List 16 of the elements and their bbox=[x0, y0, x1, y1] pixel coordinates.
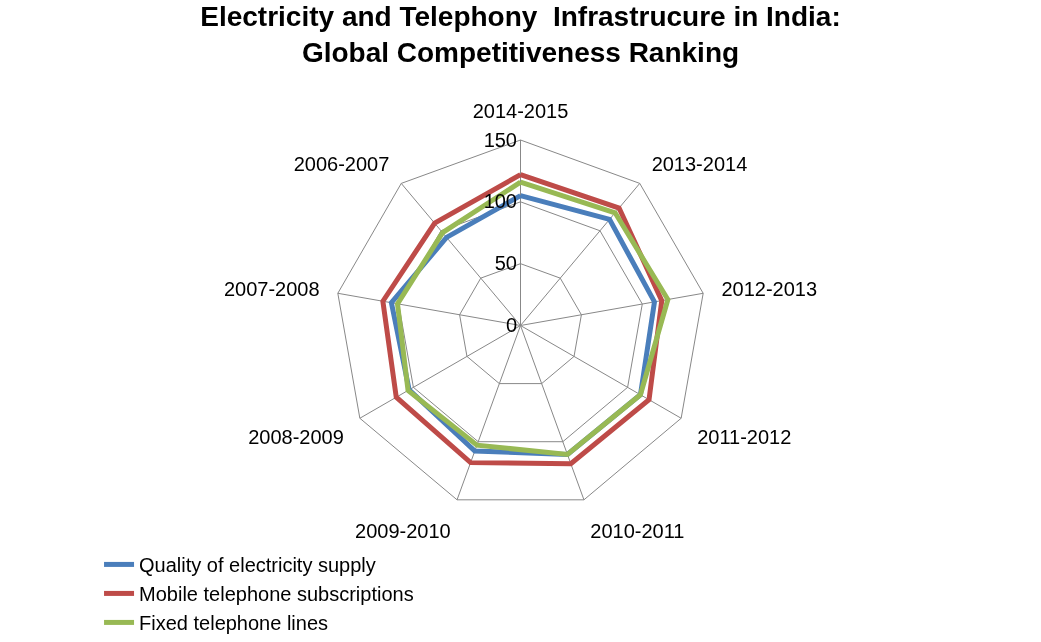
spoke-label: 2008-2009 bbox=[248, 425, 344, 448]
spoke-label: 2009-2010 bbox=[355, 520, 451, 543]
y-tick-label: 50 bbox=[494, 252, 517, 275]
legend-label: Quality of electricity supply bbox=[139, 554, 376, 577]
y-tick-label: 150 bbox=[483, 128, 517, 151]
spoke-label: 2006-2007 bbox=[293, 152, 390, 175]
y-tick-label: 0 bbox=[505, 314, 517, 336]
spoke-label: 2011-2012 bbox=[697, 425, 792, 448]
spoke-label: 2007-2008 bbox=[223, 278, 320, 301]
legend-label: Mobile telephone subscriptions bbox=[139, 583, 414, 606]
spoke-label: 2013-2014 bbox=[651, 152, 748, 175]
chart-title: Electricity and Telephony Infrastrucure in India: Global Competitiveness Ranking bbox=[200, 0, 841, 69]
spoke-label: 2014-2015 bbox=[472, 99, 569, 122]
legend-label: Fixed telephone lines bbox=[139, 612, 329, 635]
spoke-label: 2012-2013 bbox=[721, 278, 818, 301]
spoke-label: 2010-2011 bbox=[590, 520, 685, 543]
